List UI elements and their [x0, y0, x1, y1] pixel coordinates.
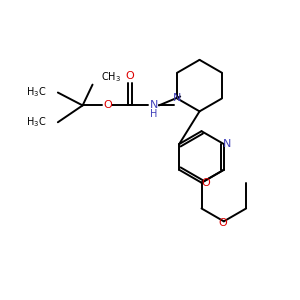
Text: O: O	[126, 71, 135, 81]
Text: N: N	[173, 94, 182, 103]
Text: N: N	[150, 100, 158, 110]
Text: O: O	[201, 178, 210, 188]
Text: H: H	[150, 109, 158, 119]
Text: CH$_3$: CH$_3$	[101, 70, 122, 84]
Text: H$_3$C: H$_3$C	[26, 116, 46, 129]
Text: N: N	[223, 139, 231, 149]
Text: O: O	[218, 218, 227, 228]
Text: O: O	[103, 100, 112, 110]
Text: H$_3$C: H$_3$C	[26, 85, 46, 99]
